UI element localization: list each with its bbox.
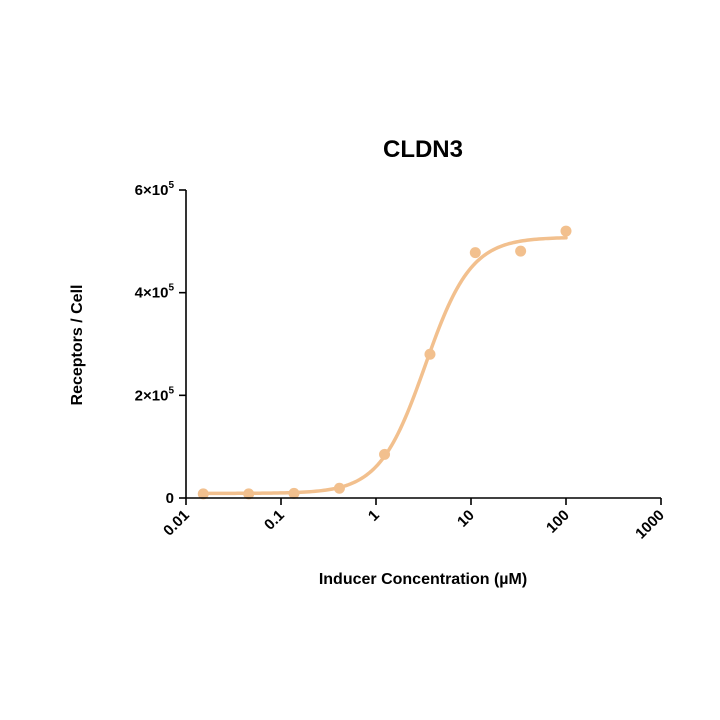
x-tick-label: 1000 (632, 507, 668, 543)
data-point (197, 488, 209, 500)
data-point (469, 247, 481, 259)
plot-area (197, 225, 572, 500)
x-tick-label: 100 (543, 507, 573, 537)
y-ticks: 0 2×105 4×105 6×105 (135, 180, 186, 507)
data-point (288, 487, 300, 499)
data-point (243, 488, 255, 500)
chart-title: CLDN3 (383, 136, 463, 163)
data-points (197, 225, 572, 500)
y-tick-label: 6×105 (135, 180, 175, 199)
data-point (424, 348, 436, 360)
x-axis-label: Inducer Concentration (µM) (319, 571, 527, 588)
data-point (560, 225, 572, 237)
x-tick-label: 10 (454, 507, 478, 531)
y-axis: 0 2×105 4×105 6×105 (135, 180, 187, 507)
data-point (333, 482, 345, 494)
y-tick-label: 2×105 (135, 385, 175, 404)
x-tick-label: 0.1 (261, 507, 288, 534)
x-axis: 0.01 0.1 1 10 100 1000 (160, 497, 668, 542)
x-tick-label: 1 (365, 507, 383, 525)
data-point (379, 448, 391, 460)
y-axis-label: Receptors / Cell (69, 285, 86, 406)
y-tick-label: 4×105 (135, 283, 175, 302)
data-point (515, 245, 527, 257)
x-ticks: 0.01 0.1 1 10 100 1000 (160, 498, 668, 542)
x-tick-label: 0.01 (160, 507, 193, 540)
y-tick-label: 0 (166, 490, 174, 507)
